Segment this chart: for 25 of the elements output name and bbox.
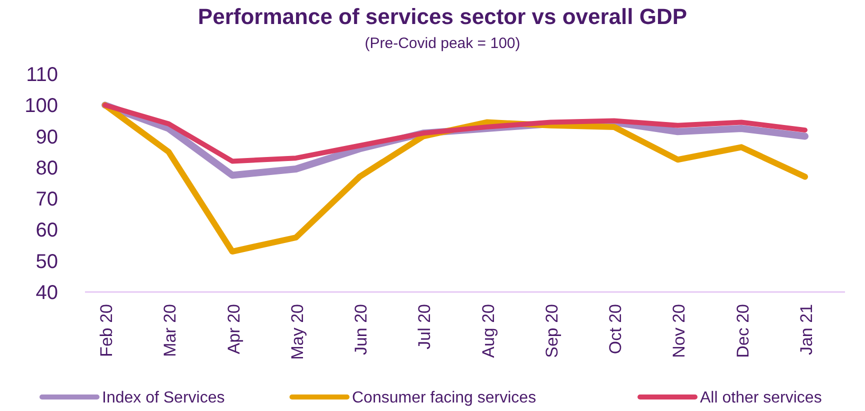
x-tick-label: Sep 20: [542, 304, 562, 358]
legend-label: Consumer facing services: [352, 390, 536, 407]
y-tick-label: 110: [26, 64, 58, 86]
chart-subtitle: (Pre-Covid peak = 100): [364, 35, 520, 52]
y-tick-label: 60: [36, 220, 58, 242]
x-tick-label: Nov 20: [670, 304, 689, 358]
x-tick-label: Aug 20: [478, 304, 498, 358]
x-tick-label: Dec 20: [733, 304, 752, 358]
y-tick-label: 50: [36, 250, 58, 273]
legend-label: Index of Services: [102, 390, 225, 407]
y-tick-label: 100: [24, 95, 58, 118]
x-tick-label: Oct 20: [606, 304, 626, 354]
legend-label: All other services: [700, 390, 822, 407]
x-tick-label: Mar 20: [160, 304, 180, 357]
x-tick-label: Jul 20: [415, 304, 434, 350]
y-tick-label: 70: [36, 188, 58, 211]
x-tick-label: Feb 20: [97, 304, 116, 357]
x-tick-label: Jan 21: [797, 304, 816, 356]
chart-title: Performance of services sector vs overall GDP: [198, 4, 688, 29]
y-tick-label: 90: [36, 126, 58, 148]
x-tick-label: May 20: [288, 304, 307, 360]
y-tick-label: 40: [36, 282, 58, 304]
x-tick-label: Jun 20: [352, 304, 371, 356]
x-tick-label: Apr 20: [224, 304, 244, 354]
y-tick-label: 80: [36, 157, 58, 180]
